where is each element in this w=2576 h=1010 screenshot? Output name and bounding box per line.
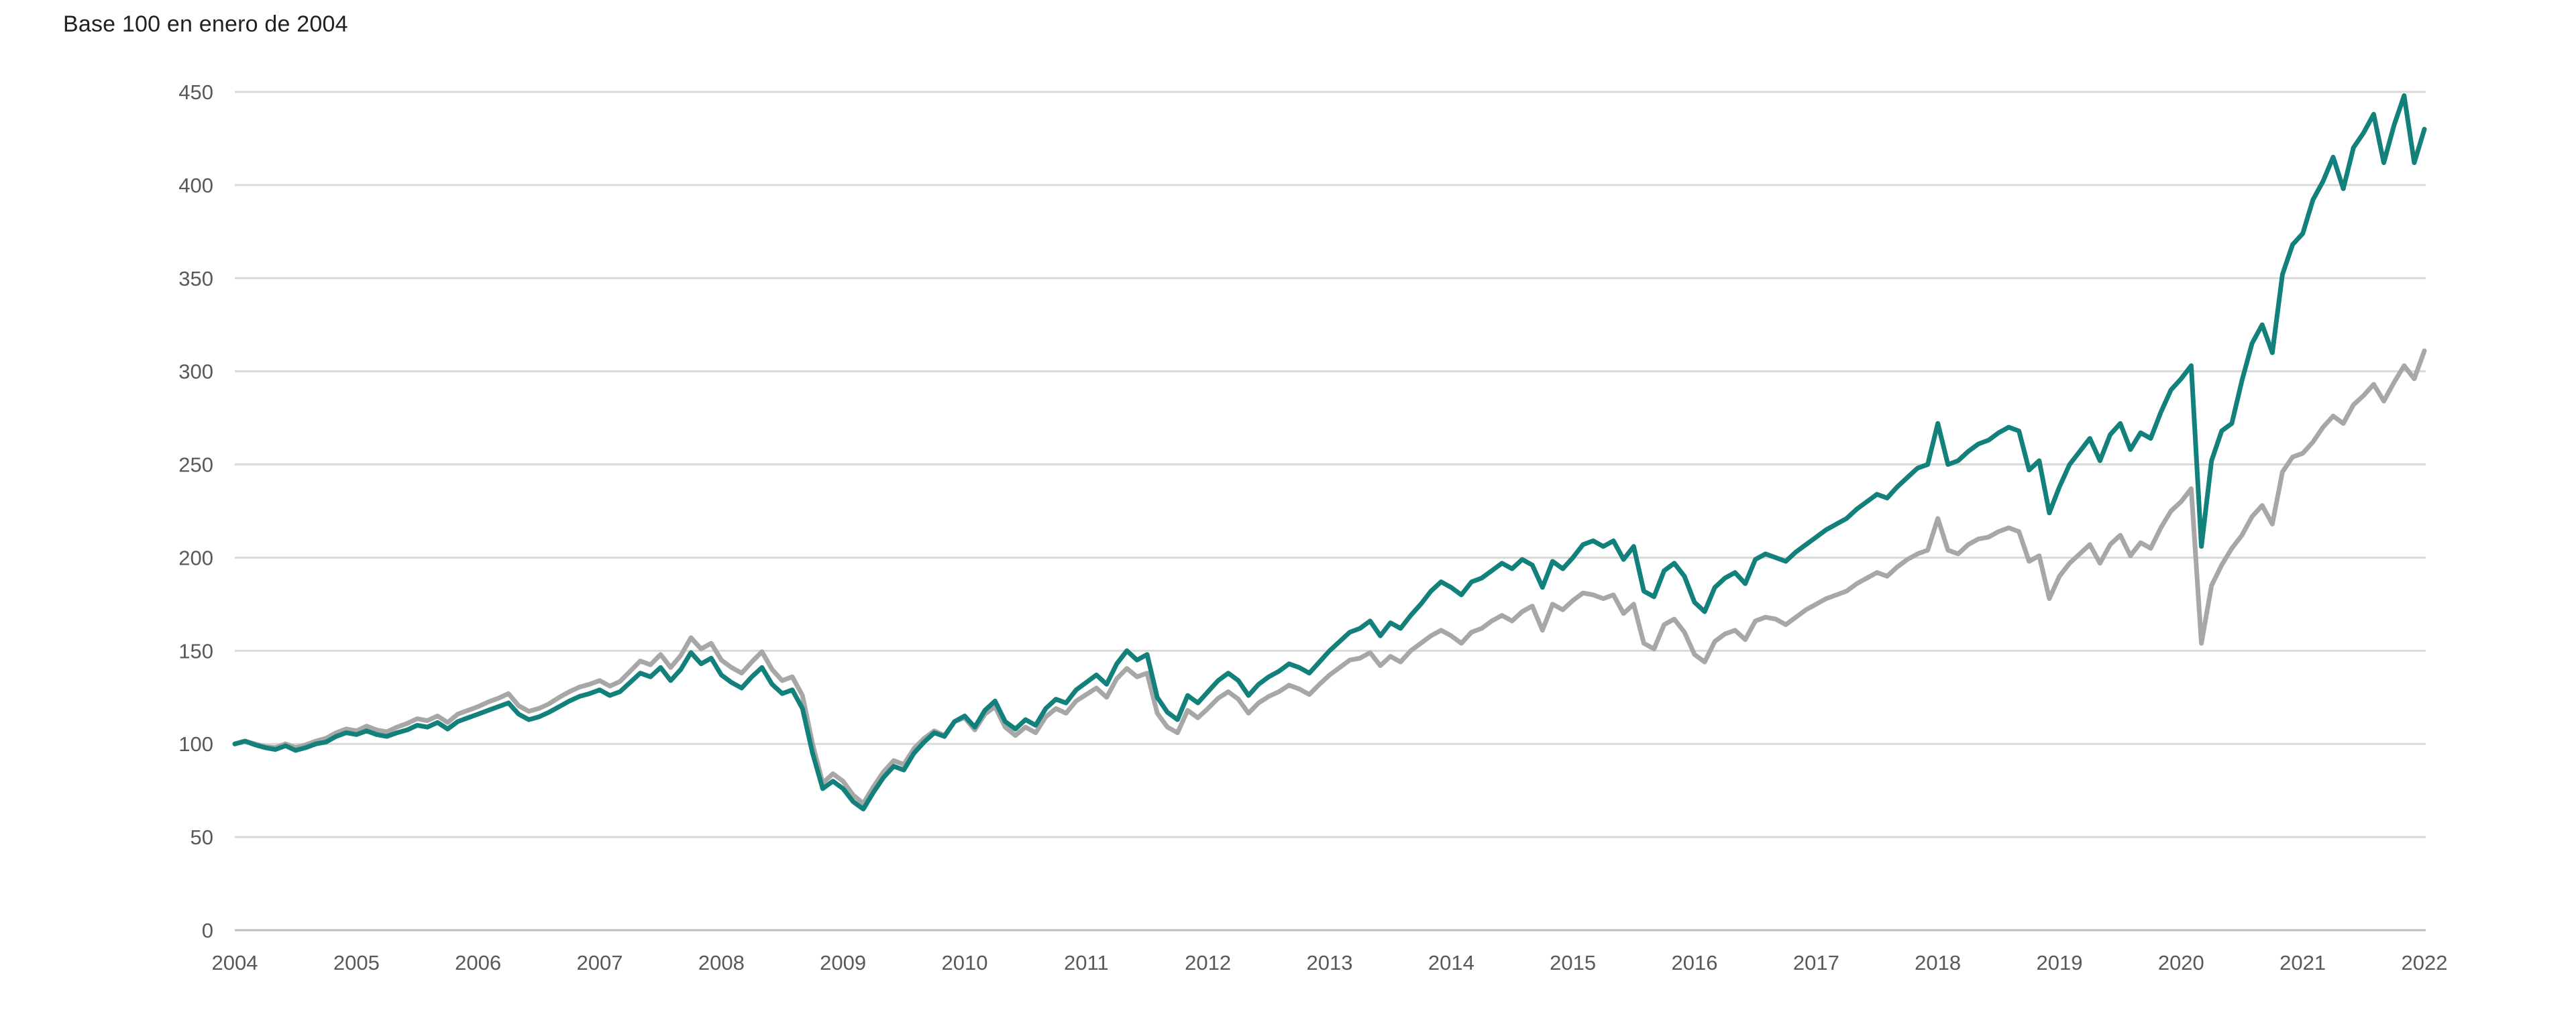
x-tick-label: 2020: [2158, 951, 2204, 974]
x-tick-label: 2014: [1428, 951, 1474, 974]
x-tick-label: 2016: [1672, 951, 1718, 974]
x-tick-label: 2021: [2279, 951, 2326, 974]
series-teal-line: [232, 93, 2427, 811]
y-tick-label: 0: [202, 919, 213, 942]
x-tick-label: 2005: [333, 951, 380, 974]
x-tick-label: 2012: [1185, 951, 1231, 974]
y-tick-label: 50: [191, 826, 213, 849]
y-tick-label: 450: [178, 80, 213, 104]
x-tick-label: 2013: [1307, 951, 1353, 974]
x-tick-label: 2004: [212, 951, 258, 974]
x-tick-label: 2009: [820, 951, 866, 974]
y-tick-label: 300: [178, 360, 213, 384]
x-tick-label: 2010: [942, 951, 988, 974]
y-tick-label: 400: [178, 174, 213, 197]
x-tick-label: 2018: [1915, 951, 1961, 974]
y-tick-label: 150: [178, 639, 213, 663]
chart-title: Base 100 en enero de 2004: [63, 11, 348, 37]
x-tick-label: 2011: [1064, 951, 1109, 974]
y-tick-label: 100: [178, 732, 213, 756]
y-tick-label: 200: [178, 546, 213, 569]
x-tick-label: 2015: [1550, 951, 1596, 974]
x-tick-label: 2008: [698, 951, 745, 974]
x-tick-label: 2007: [577, 951, 623, 974]
x-tick-label: 2017: [1793, 951, 1839, 974]
y-tick-label: 250: [178, 453, 213, 477]
series-gray-line: [232, 348, 2427, 806]
x-tick-label: 2019: [2037, 951, 2083, 974]
y-tick-label: 350: [178, 267, 213, 290]
x-tick-label: 2022: [2402, 951, 2448, 974]
x-tick-label: 2006: [455, 951, 501, 974]
